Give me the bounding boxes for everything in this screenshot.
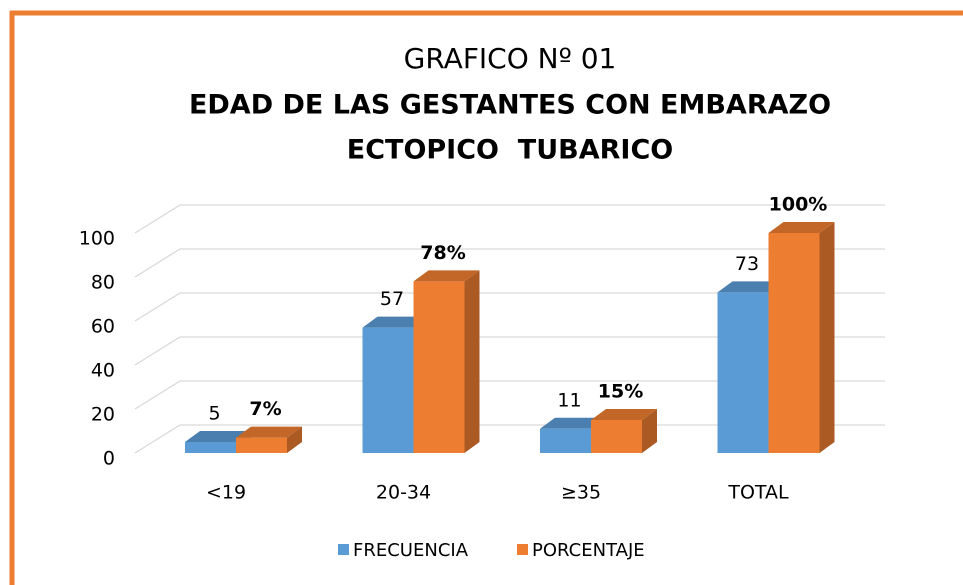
x-tick-label: TOTAL	[727, 482, 789, 504]
data-label: 7%	[249, 398, 281, 420]
legend-label: PORCENTAJE	[532, 540, 645, 561]
grid-line	[134, 292, 885, 322]
x-tick-label: 20-34	[376, 482, 431, 504]
data-label: 100%	[769, 194, 828, 216]
chart-title: GRAFICO Nº 01	[404, 42, 617, 75]
data-label: 73	[735, 253, 759, 275]
chart-subtitle: EDAD DE LAS GESTANTES CON EMBARAZO	[189, 90, 831, 121]
data-label: 57	[380, 288, 404, 310]
legend-label: FRECUENCIA	[353, 540, 469, 561]
bar	[413, 270, 480, 453]
y-tick-label: 0	[103, 448, 115, 470]
grid-line	[134, 248, 885, 278]
legend-swatch	[338, 544, 349, 555]
chart-subtitle: ECTOPICO TUBARICO	[347, 135, 673, 166]
y-tick-label: 80	[91, 272, 115, 294]
data-label: 15%	[598, 381, 643, 403]
y-tick-label: 60	[91, 316, 115, 338]
x-tick-label: <19	[206, 482, 246, 504]
data-label: 5	[208, 403, 220, 425]
grid-line	[134, 380, 885, 410]
data-label: 78%	[420, 242, 465, 264]
grid-line	[134, 204, 885, 234]
y-tick-label: 20	[91, 404, 115, 426]
legend-swatch	[517, 544, 528, 555]
bar	[591, 409, 657, 453]
y-tick-label: 100	[79, 228, 115, 250]
data-label: 11	[557, 389, 581, 411]
bar	[768, 222, 835, 453]
bar	[236, 426, 302, 453]
y-tick-label: 40	[91, 360, 115, 382]
grid-line	[134, 336, 885, 366]
x-tick-label: ≥35	[561, 482, 601, 504]
